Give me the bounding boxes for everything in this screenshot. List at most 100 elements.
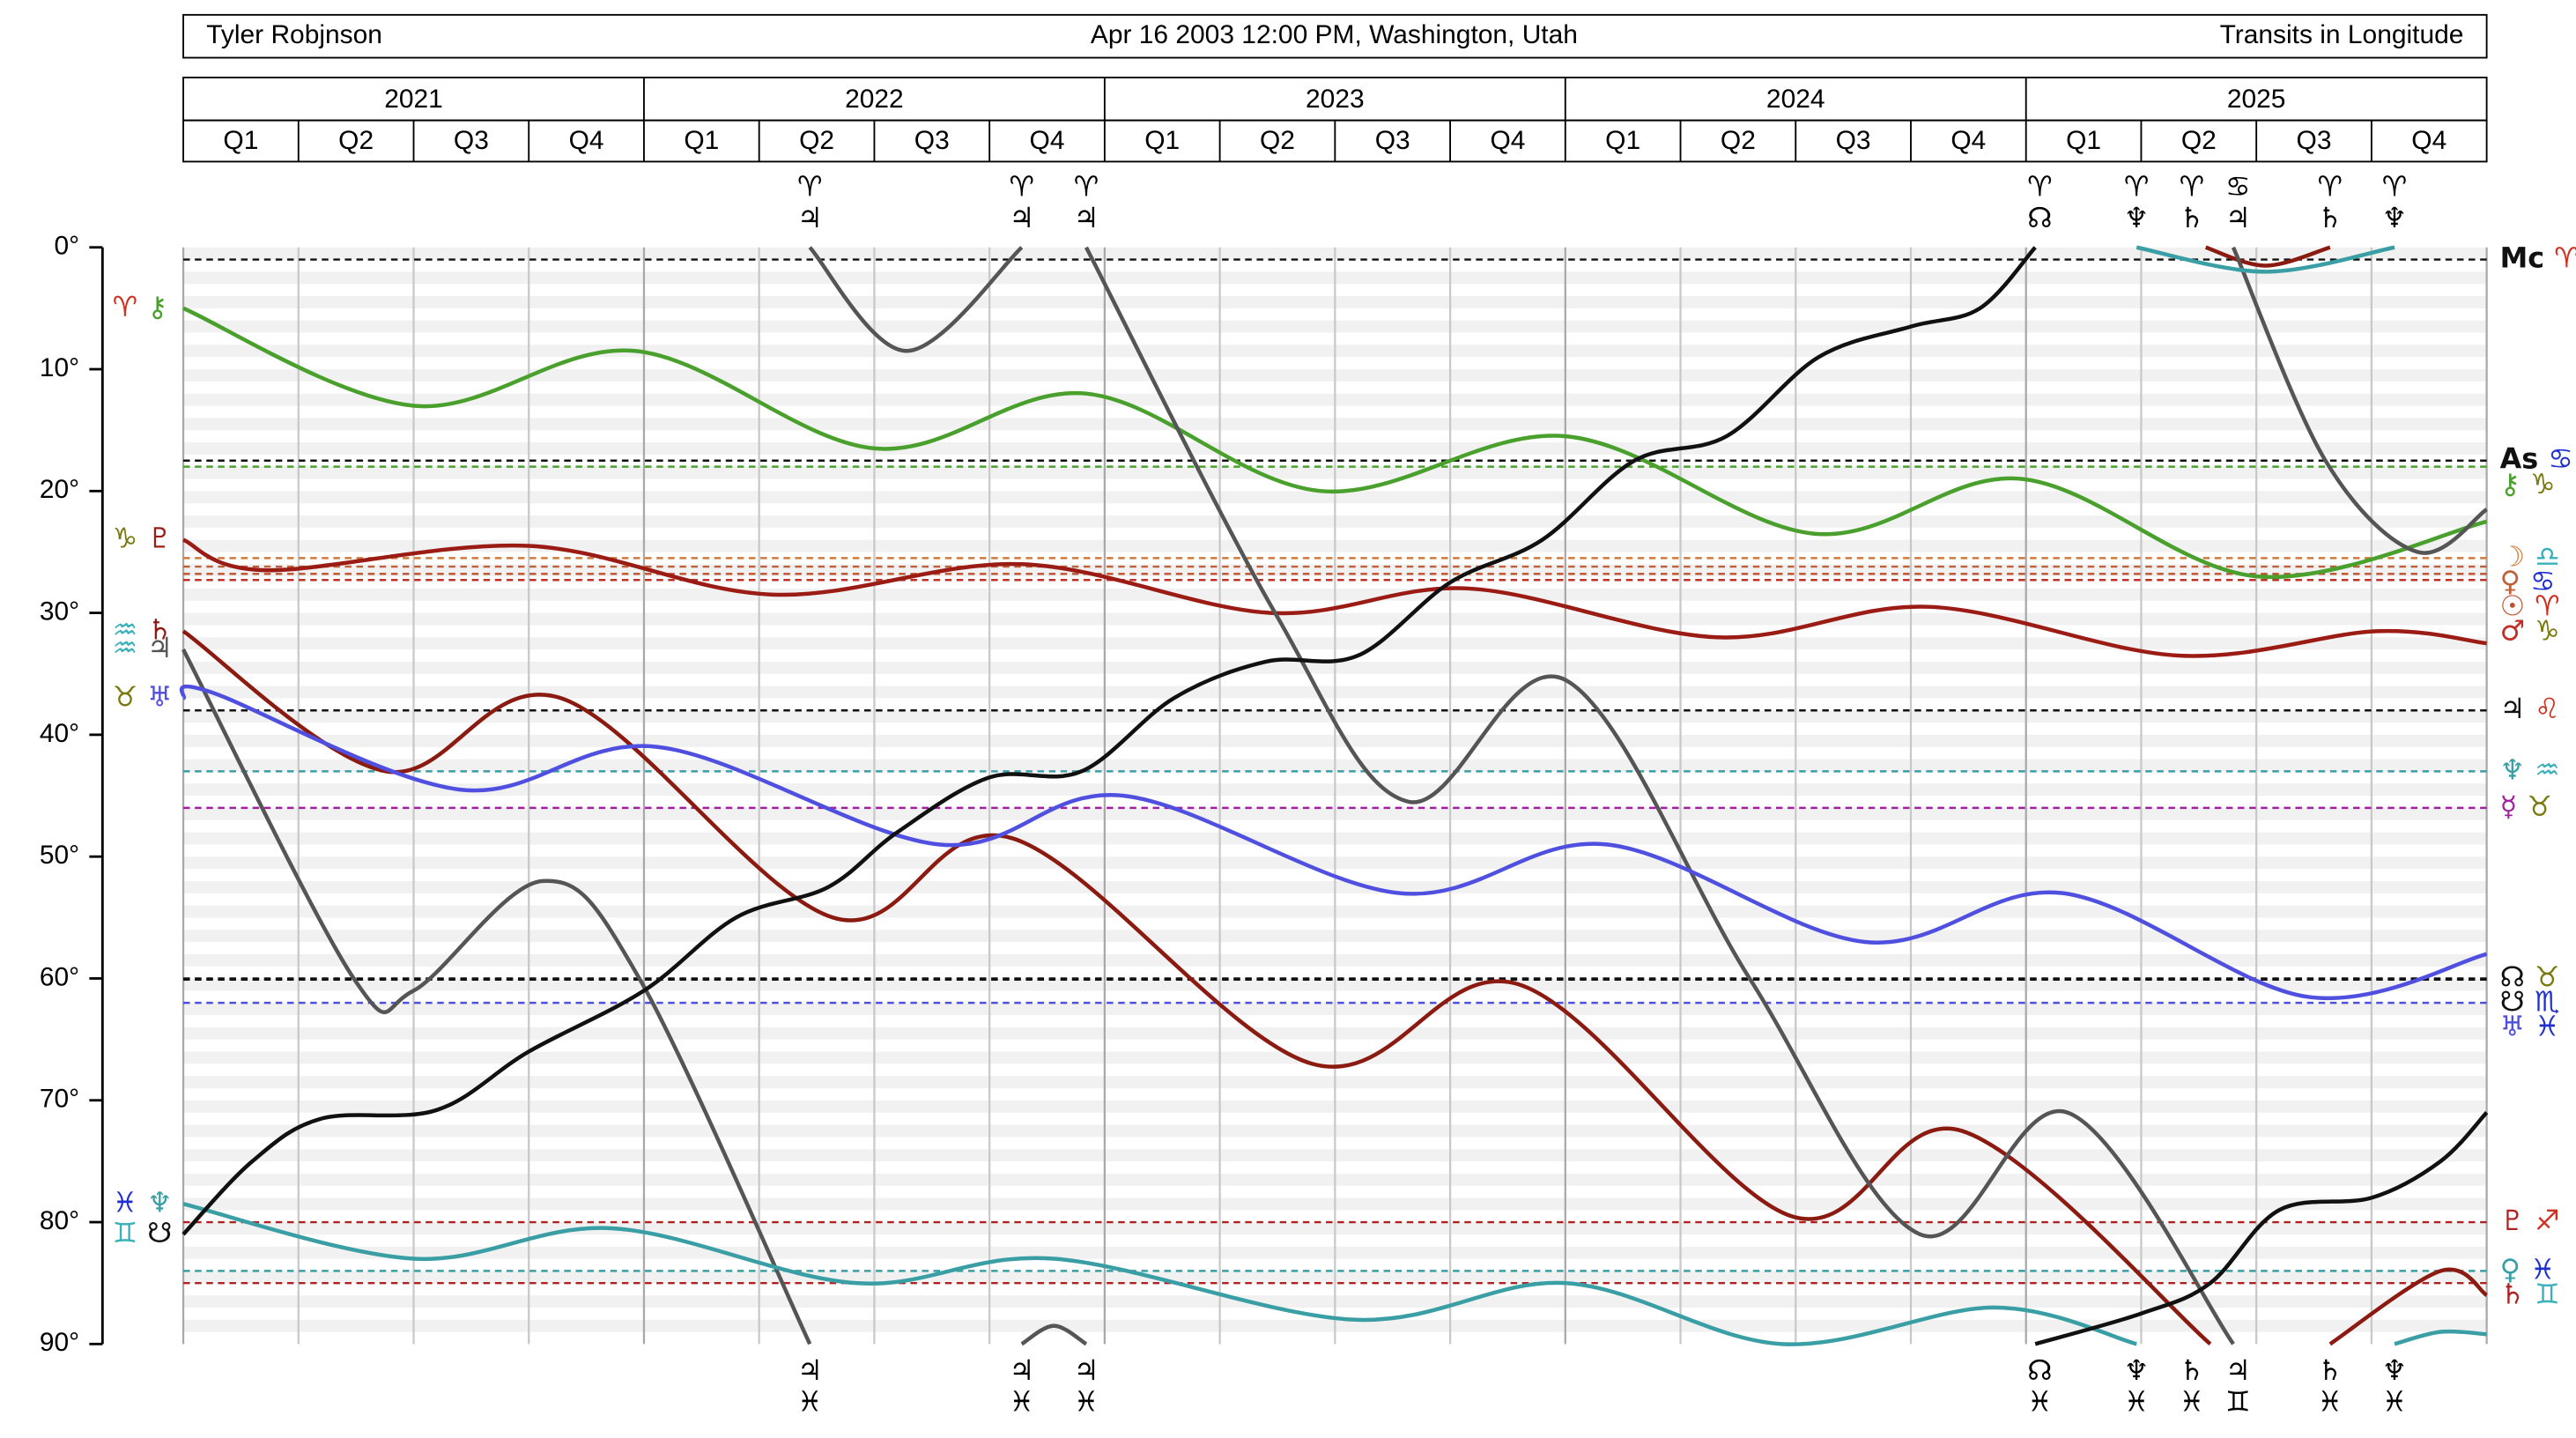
header-right: Transits in Longitude — [2220, 20, 2464, 49]
series-sign: ♑ — [113, 522, 138, 555]
bottom-sign: ♓ — [2124, 1385, 2150, 1419]
y-tick-label: 40° — [40, 719, 79, 748]
top-body: ♃ — [1074, 201, 1099, 234]
year-label: 2021 — [384, 85, 443, 114]
bottom-sign: ♓ — [1074, 1385, 1099, 1419]
reference-sign: ♈ — [2554, 241, 2576, 275]
quarter-label: Q2 — [799, 126, 834, 155]
reference-label: ♀ ♓ — [2500, 1252, 2556, 1286]
top-sign: ♈ — [2027, 169, 2053, 203]
series-sign: ♒ — [113, 631, 138, 664]
series-label: ♈ ⚷ — [113, 290, 168, 323]
reference-sign: ♋ — [2530, 564, 2556, 597]
series-body: ♃ — [147, 631, 173, 664]
bottom-body: ♆ — [2382, 1353, 2408, 1387]
y-tick-label: 60° — [40, 962, 79, 991]
top-body: ♆ — [2124, 201, 2150, 234]
quarter-label: Q4 — [569, 126, 604, 155]
reference-body: ♄ — [2500, 1277, 2526, 1310]
quarter-label: Q3 — [1375, 126, 1410, 155]
bottom-body: ♆ — [2124, 1353, 2150, 1387]
quarter-label: Q2 — [338, 126, 374, 155]
top-sign: ♋ — [2225, 169, 2251, 203]
series-line — [182, 245, 2487, 1346]
bottom-body: ♃ — [1010, 1353, 1035, 1387]
quarter-label: Q2 — [1260, 126, 1295, 155]
series-sign: ♓ — [113, 1185, 138, 1219]
y-tick-label: 30° — [40, 597, 79, 626]
series-body: ☋ — [147, 1216, 172, 1249]
series-line — [181, 246, 2489, 1346]
series-sign: ♈ — [113, 290, 138, 323]
bottom-body: ☊ — [2027, 1353, 2052, 1387]
reference-label: As ♋ — [2500, 442, 2573, 476]
bottom-sign: ♓ — [2180, 1385, 2205, 1419]
reference-sign: ♉ — [2535, 960, 2560, 993]
y-tick-label: 50° — [40, 841, 79, 870]
reference-label: ☽ ♎ — [2500, 539, 2560, 573]
reference-sign: ♏ — [2535, 985, 2560, 1019]
reference-body: ☽ — [2500, 539, 2526, 573]
quarter-label: Q1 — [223, 126, 258, 155]
series-label: ♒ ♃ — [113, 631, 173, 664]
reference-sign: ♓ — [2535, 1010, 2560, 1043]
top-sign: ♈ — [2382, 169, 2408, 203]
top-sign: ♈ — [2318, 169, 2343, 203]
y-tick-label: 80° — [40, 1206, 79, 1235]
year-label: 2022 — [845, 85, 904, 114]
top-body: ♆ — [2382, 201, 2408, 234]
reference-sign: ♊ — [2535, 1277, 2560, 1310]
reference-label: ☿ ♉ — [2500, 789, 2552, 823]
series-label: ♊ ☋ — [113, 1216, 173, 1249]
top-body: ♃ — [1010, 201, 1035, 234]
header-center: Apr 16 2003 12:00 PM, Washington, Utah — [1091, 20, 1578, 49]
series-line — [179, 684, 2488, 1000]
bottom-sign: ♓ — [2318, 1385, 2343, 1419]
top-body: ☊ — [2027, 201, 2052, 234]
series-body: ♄ — [147, 612, 173, 646]
reference-body: ♅ — [2500, 1010, 2526, 1043]
quarter-label: Q3 — [914, 126, 950, 155]
series-body: ⚷ — [147, 290, 167, 323]
quarter-label: Q2 — [1721, 126, 1756, 155]
reference-body: ♀ — [2500, 564, 2520, 597]
reference-label: ☉ ♈ — [2500, 589, 2560, 623]
series-label: ♉ ♅ — [113, 679, 173, 713]
top-body: ♄ — [2180, 201, 2205, 234]
reference-body: ☊ — [2500, 960, 2525, 993]
quarter-label: Q4 — [1951, 126, 1986, 155]
top-sign: ♈ — [1074, 169, 1099, 203]
reference-label: Mc ♈ — [2500, 241, 2576, 275]
bottom-body: ♃ — [2225, 1353, 2251, 1387]
series-body: ♅ — [147, 679, 173, 713]
year-label: 2023 — [1306, 85, 1365, 114]
reference-sign: ♎ — [2535, 539, 2560, 573]
reference-sign: ♈ — [2535, 589, 2560, 623]
reference-body: Mc — [2500, 241, 2544, 275]
y-tick-label: 10° — [40, 353, 79, 382]
reference-body: ♀ — [2500, 1252, 2520, 1286]
bottom-sign: ♓ — [1010, 1385, 1035, 1419]
top-sign: ♈ — [797, 169, 823, 203]
reference-sign: ♓ — [2530, 1252, 2556, 1286]
bottom-sign: ♓ — [2382, 1385, 2408, 1419]
quarter-label: Q1 — [684, 126, 719, 155]
top-body: ♄ — [2318, 201, 2343, 234]
reference-sign: ♒ — [2535, 752, 2560, 786]
quarter-label: Q3 — [454, 126, 489, 155]
quarter-label: Q3 — [1836, 126, 1871, 155]
series-label: ♑ ♇ — [113, 522, 173, 555]
series-line — [182, 306, 2488, 580]
reference-body: ☿ — [2500, 789, 2518, 823]
reference-label: ♇ ♐ — [2500, 1204, 2560, 1237]
reference-label: ♅ ♓ — [2500, 1010, 2560, 1043]
header-left: Tyler Robjnson — [206, 20, 382, 49]
series-body: ♇ — [147, 522, 173, 555]
reference-label: ♆ ♒ — [2500, 752, 2560, 786]
reference-body: ♃ — [2500, 692, 2526, 725]
reference-body: ♆ — [2500, 752, 2526, 786]
quarter-label: Q3 — [2297, 126, 2332, 155]
top-sign: ♈ — [2180, 169, 2205, 203]
bottom-body: ♃ — [797, 1353, 823, 1387]
